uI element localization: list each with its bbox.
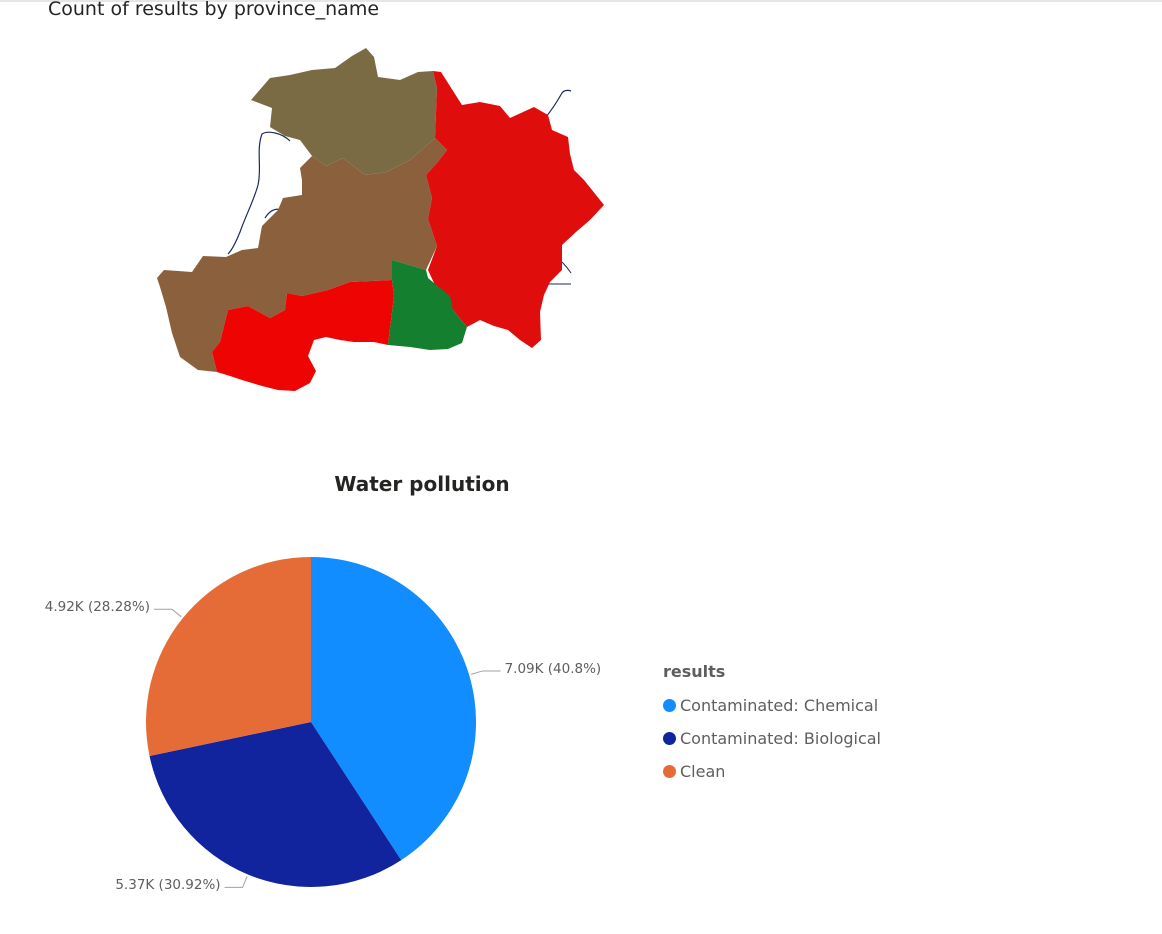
- data-label: 4.92K (28.28%): [44, 599, 150, 616]
- top-divider: [0, 0, 1162, 2]
- legend-item[interactable]: Contaminated: Biological: [663, 722, 881, 755]
- legend-dot-icon: [663, 699, 676, 712]
- leader-line: [153, 608, 182, 618]
- legend-title: results: [663, 662, 726, 681]
- leader-line: [470, 670, 501, 675]
- river-line: [544, 89, 572, 119]
- legend-label: Contaminated: Chemical: [680, 696, 879, 715]
- legend-label: Clean: [680, 762, 726, 781]
- legend-label: Contaminated: Biological: [680, 729, 881, 748]
- pie-legend: results Contaminated: Chemical Contaminat…: [663, 662, 881, 788]
- pie-slice-contaminated-chemical[interactable]: [311, 557, 476, 861]
- province-region-east[interactable]: [426, 71, 604, 348]
- legend-dot-icon: [663, 765, 676, 778]
- data-label: 7.09K (40.8%): [504, 660, 602, 677]
- legend-item[interactable]: Clean: [663, 755, 881, 788]
- province-region-south-west[interactable]: [212, 280, 394, 391]
- province-region-central[interactable]: [157, 138, 447, 372]
- province-map[interactable]: [140, 40, 620, 410]
- province-region-south-central[interactable]: [388, 260, 467, 350]
- data-label: 5.37K (30.92%): [115, 877, 221, 894]
- pie-slice-contaminated-biological[interactable]: [149, 722, 402, 887]
- pie-slice-clean[interactable]: [146, 557, 311, 757]
- leader-line: [224, 876, 248, 888]
- river-line: [548, 261, 572, 285]
- map-title: Count of results by province_name: [48, 0, 380, 20]
- legend-dot-icon: [663, 732, 676, 745]
- pie-chart-title: Water pollution: [334, 472, 510, 496]
- legend-item[interactable]: Contaminated: Chemical: [663, 689, 881, 722]
- province-region-north[interactable]: [251, 48, 437, 175]
- pie-chart[interactable]: [0, 520, 660, 920]
- river-line: [227, 131, 291, 255]
